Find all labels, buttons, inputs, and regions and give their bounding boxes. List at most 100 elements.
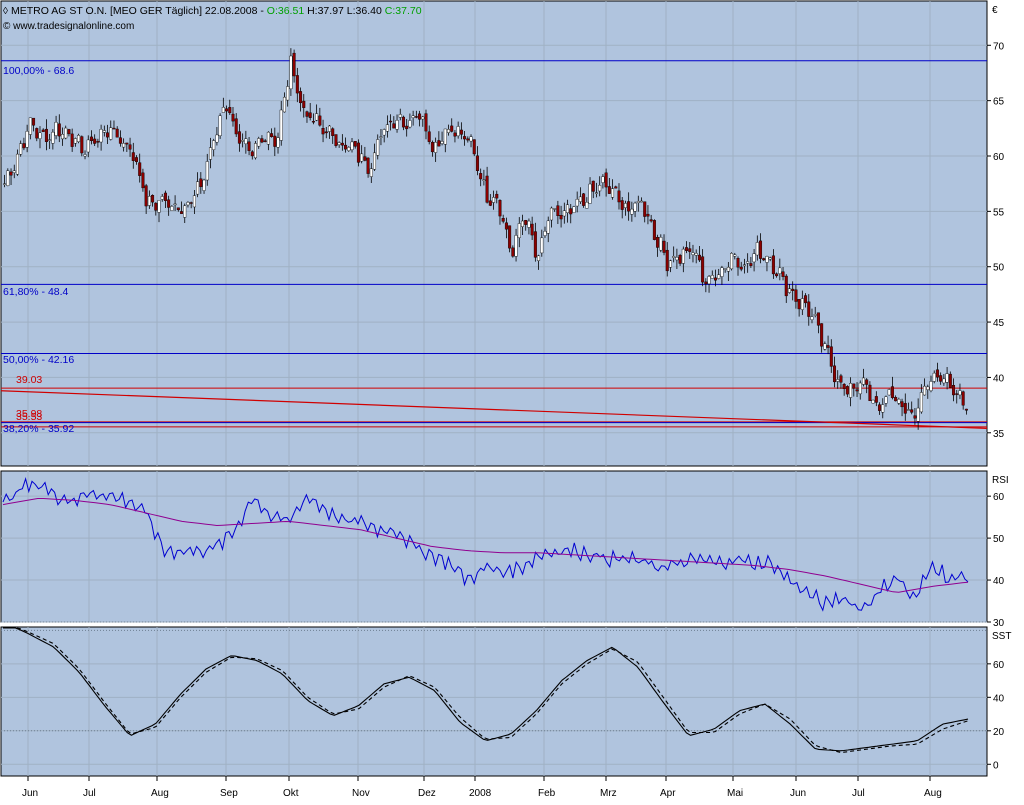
candle-body [118, 137, 122, 144]
candle-body [344, 144, 348, 150]
candle-body [331, 128, 335, 136]
candle-body [540, 237, 544, 254]
level-label: 100,00% - 68.6 [3, 65, 74, 77]
candle-body [9, 171, 13, 176]
rsi-series-0 [2, 476, 969, 612]
candle-body [887, 389, 891, 396]
candle-body [112, 127, 116, 130]
price-tick-label: 55 [993, 207, 1005, 218]
candle-body [86, 139, 90, 153]
sst-series-0 [3, 627, 969, 752]
candle-body [704, 281, 708, 285]
candle-body [57, 123, 61, 137]
candle-body [646, 213, 650, 217]
level-label: 35.98 [16, 408, 42, 420]
candle-body [472, 139, 476, 155]
candle-body [894, 397, 898, 402]
candle-body [829, 346, 833, 367]
candle-body [327, 125, 331, 132]
candle-body [208, 147, 212, 160]
candle-body [41, 129, 45, 132]
panel-rsi [0, 470, 988, 623]
candle-body [633, 202, 637, 212]
candle-body [958, 390, 962, 396]
candle-body [913, 415, 917, 419]
candle-body [450, 125, 454, 132]
candle-body [395, 120, 399, 130]
candle-body [99, 129, 103, 143]
candle-body [363, 156, 367, 161]
candle-body [820, 323, 824, 347]
candle-body [533, 231, 537, 258]
candle-body [96, 141, 100, 143]
candle-body [160, 196, 164, 200]
candle-body [530, 223, 534, 236]
candle-body [752, 253, 756, 263]
candle-body [447, 129, 451, 133]
candle-body [385, 124, 389, 132]
candle-body [916, 407, 920, 422]
candle-body [353, 141, 357, 147]
candle-body [22, 143, 26, 149]
level-label: 39.03 [16, 374, 42, 386]
candle-body [861, 377, 865, 385]
candle-body [38, 132, 42, 139]
candle-body [257, 138, 261, 147]
candle-body [691, 252, 695, 255]
candle-body [459, 129, 463, 135]
low-value: L:36.40 [347, 5, 382, 17]
candle-body [247, 141, 251, 151]
candle-body [488, 200, 492, 206]
candle-body [151, 195, 155, 203]
candle-body [858, 382, 862, 395]
month-label: Sep [220, 788, 238, 799]
candle-body [218, 115, 222, 137]
candle-body [598, 185, 602, 192]
candle-body [697, 254, 701, 261]
candle-body [366, 157, 370, 174]
candle-body [594, 192, 598, 194]
candle-body [501, 218, 505, 222]
candle-body [816, 312, 820, 326]
candle-body [884, 396, 888, 404]
rsi-label: RSI [992, 475, 1009, 486]
candle-body [376, 139, 380, 156]
candle-body [196, 181, 200, 195]
candle-body [878, 404, 882, 411]
month-label: Nov [352, 788, 370, 799]
candle-body [83, 154, 87, 157]
price-tick-label: 45 [993, 318, 1005, 329]
candle-body [279, 109, 283, 141]
candle-body [408, 120, 412, 128]
candle-body [221, 107, 225, 113]
price-tick-label: 35 [993, 429, 1005, 440]
candle-body [231, 113, 235, 122]
candle-body [839, 375, 843, 383]
candle-body [588, 183, 592, 204]
candle-body [469, 136, 473, 142]
candle-body [237, 131, 241, 144]
candle-body [701, 256, 705, 283]
candle-body [128, 144, 132, 150]
candle-body [430, 142, 434, 153]
candle-body [70, 133, 74, 147]
candle-body [437, 140, 441, 147]
candle-body [434, 142, 438, 153]
open-value: O:36.51 [267, 5, 305, 17]
candle-body [514, 235, 518, 257]
candle-body [479, 173, 483, 180]
candle-body [270, 133, 274, 137]
candle-body [675, 257, 679, 261]
candle-body [89, 136, 93, 142]
candle-body [810, 316, 814, 320]
candle-body [77, 135, 81, 142]
candle-body [260, 138, 264, 143]
candle-body [746, 261, 750, 264]
candle-body [932, 372, 936, 382]
month-label: Feb [538, 788, 556, 799]
candle-body [44, 128, 48, 143]
candle-body [498, 200, 502, 217]
candle-body [51, 131, 55, 144]
candle-body [636, 200, 640, 204]
candle-body [225, 108, 229, 112]
